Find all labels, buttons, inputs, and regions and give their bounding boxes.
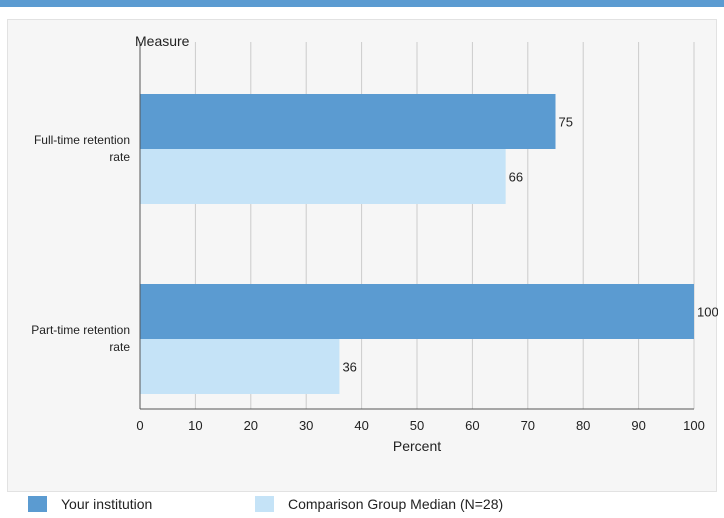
x-tick-label-40: 40 xyxy=(354,418,368,433)
x-tick-label-80: 80 xyxy=(576,418,590,433)
bar-your-institution-0 xyxy=(140,94,556,149)
legend-label-your-institution: Your institution xyxy=(61,496,153,512)
legend-item-comparison-group: Comparison Group Median (N=28) xyxy=(255,494,503,514)
bar-your-institution-1 xyxy=(140,284,694,339)
x-tick-label-70: 70 xyxy=(521,418,535,433)
x-axis-title: Percent xyxy=(393,438,441,454)
bar-comparison-1 xyxy=(140,339,340,394)
x-tick-label-10: 10 xyxy=(188,418,202,433)
chart-panel: 75 66 Full-time retention rate 100 36 Part-tim… xyxy=(7,19,718,492)
bar-value-label-1-0: 66 xyxy=(509,170,523,185)
legend-label-comparison-group: Comparison Group Median (N=28) xyxy=(288,496,504,512)
x-tick-label-100: 100 xyxy=(683,418,705,433)
legend-swatch-comparison-group xyxy=(255,496,274,512)
bar-value-label-0-1: 100 xyxy=(697,305,718,320)
chart-legend: Your institution Comparison Group Median… xyxy=(0,494,724,514)
legend-item-your-institution: Your institution xyxy=(28,494,152,514)
category-label-1-line-0: Part-time retention xyxy=(31,323,130,337)
x-tick-label-60: 60 xyxy=(465,418,479,433)
category-axis-title: Measure xyxy=(135,33,190,49)
top-accent-rule xyxy=(0,0,724,7)
x-tick-label-0: 0 xyxy=(136,418,143,433)
legend-swatch-your-institution xyxy=(28,496,47,512)
x-tick-label-90: 90 xyxy=(631,418,645,433)
x-tick-label-50: 50 xyxy=(410,418,424,433)
bar-comparison-0 xyxy=(140,149,506,204)
bar-value-label-0-0: 75 xyxy=(559,115,573,130)
bar-value-label-1-1: 36 xyxy=(342,360,356,375)
category-label-1-line-1: rate xyxy=(109,340,130,354)
x-tick-label-20: 20 xyxy=(244,418,258,433)
category-label-0-line-0: Full-time retention xyxy=(34,133,130,147)
x-tick-label-30: 30 xyxy=(299,418,313,433)
category-label-0-line-1: rate xyxy=(109,150,130,164)
